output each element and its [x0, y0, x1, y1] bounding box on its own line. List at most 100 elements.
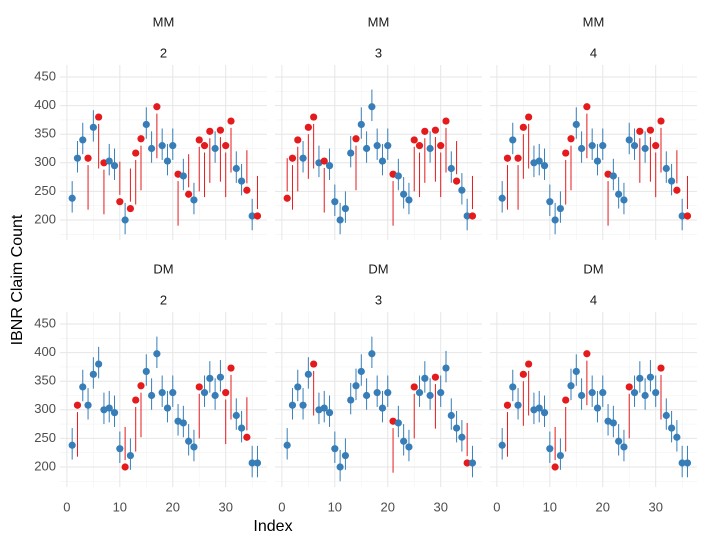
- point: [662, 411, 670, 420]
- point: [68, 194, 76, 202]
- point: [216, 126, 225, 134]
- x-tick-label: 20: [166, 499, 180, 514]
- point: [384, 142, 392, 150]
- point: [514, 154, 522, 162]
- y-tick-label: 300: [34, 154, 56, 169]
- point: [331, 445, 339, 453]
- y-tick-label: 250: [34, 430, 56, 445]
- point: [153, 350, 161, 358]
- point: [352, 135, 360, 143]
- point: [253, 212, 262, 220]
- point: [158, 142, 166, 150]
- point: [503, 154, 512, 162]
- point: [142, 120, 150, 129]
- point: [678, 212, 686, 220]
- point: [410, 383, 418, 391]
- point: [519, 370, 527, 378]
- point: [227, 117, 235, 125]
- point: [341, 204, 350, 213]
- point: [378, 404, 387, 412]
- x-tick-label: 30: [218, 499, 232, 514]
- point: [384, 389, 392, 397]
- point: [562, 149, 570, 157]
- point: [325, 162, 334, 170]
- point: [426, 391, 434, 400]
- point: [121, 216, 129, 224]
- point: [206, 127, 214, 135]
- point: [190, 443, 198, 451]
- point: [304, 370, 312, 378]
- point: [468, 459, 477, 467]
- point: [142, 367, 150, 376]
- point: [556, 204, 565, 213]
- point: [620, 443, 628, 451]
- point: [200, 389, 209, 397]
- point: [137, 382, 145, 390]
- point: [253, 459, 262, 467]
- point: [336, 216, 344, 224]
- point: [169, 142, 177, 150]
- point: [551, 216, 559, 224]
- strip-title: DM: [153, 261, 173, 276]
- y-tick-label: 300: [34, 401, 56, 416]
- point: [190, 196, 198, 204]
- point: [95, 360, 103, 368]
- point: [147, 391, 156, 400]
- point: [652, 389, 660, 397]
- point: [195, 136, 203, 144]
- point: [179, 419, 187, 427]
- point: [373, 142, 381, 150]
- point: [599, 142, 607, 150]
- point: [525, 360, 533, 368]
- strip-subtitle: 3: [375, 292, 382, 307]
- point: [79, 136, 87, 144]
- point: [232, 164, 240, 173]
- point: [310, 360, 318, 368]
- point: [283, 441, 291, 449]
- point: [116, 445, 124, 453]
- point: [577, 391, 586, 400]
- point: [452, 177, 461, 185]
- point: [415, 142, 424, 150]
- point: [625, 136, 633, 144]
- point: [89, 370, 97, 378]
- point: [630, 142, 639, 150]
- strip-subtitle: 2: [160, 292, 167, 307]
- point: [452, 424, 461, 432]
- point: [535, 404, 543, 412]
- point: [415, 389, 424, 397]
- point: [158, 389, 166, 397]
- point: [405, 443, 413, 451]
- y-tick-label: 350: [34, 126, 56, 141]
- point: [200, 142, 209, 150]
- y-tick-label: 450: [34, 68, 56, 83]
- strip-subtitle: 2: [160, 45, 167, 60]
- point: [394, 172, 402, 180]
- point: [463, 212, 471, 220]
- point: [288, 154, 297, 162]
- point: [248, 212, 256, 220]
- point: [105, 404, 113, 412]
- strip-title: DM: [583, 261, 603, 276]
- point: [378, 157, 387, 165]
- point: [514, 401, 522, 409]
- x-tick-label: 30: [648, 499, 662, 514]
- point: [678, 459, 686, 467]
- point: [79, 383, 87, 391]
- strip-title: DM: [368, 261, 388, 276]
- y-tick-label: 200: [34, 458, 56, 473]
- point: [237, 424, 246, 432]
- point: [431, 373, 440, 381]
- strip-title: MM: [153, 14, 175, 29]
- point: [405, 196, 413, 204]
- point: [227, 364, 235, 372]
- x-tick-label: 10: [328, 499, 342, 514]
- point: [185, 190, 193, 198]
- point: [373, 389, 381, 397]
- point: [163, 157, 172, 165]
- point: [567, 135, 575, 143]
- point: [84, 401, 92, 409]
- point: [216, 373, 225, 381]
- point: [662, 164, 670, 173]
- point: [237, 177, 246, 185]
